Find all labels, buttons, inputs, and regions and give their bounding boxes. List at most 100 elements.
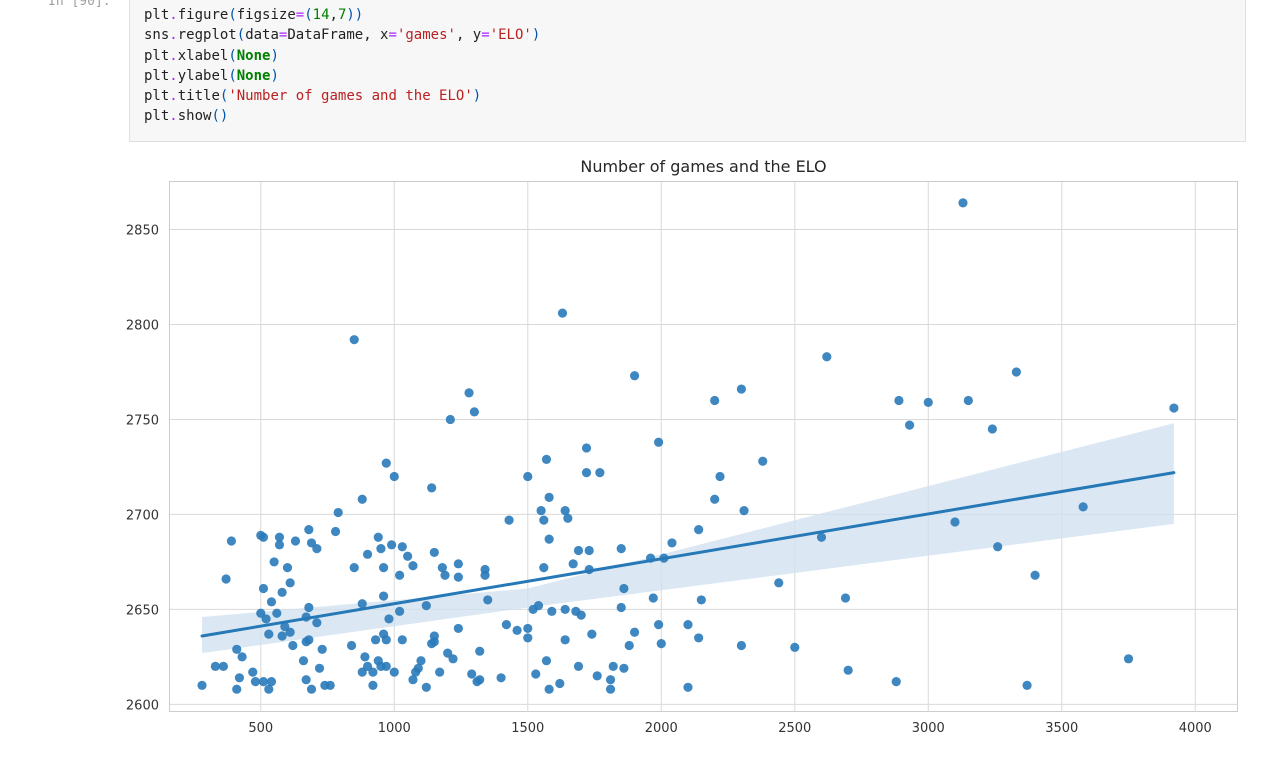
data-point (541, 656, 552, 666)
data-point (576, 610, 586, 620)
data-point (736, 384, 746, 394)
data-point (533, 601, 544, 611)
code-editor[interactable]: plt.figure(figsize=(14,7)) sns.regplot(d… (144, 5, 540, 127)
data-point (272, 608, 282, 618)
data-point (304, 635, 314, 645)
data-point (429, 547, 439, 558)
data-point (608, 661, 618, 672)
data-point (475, 646, 485, 656)
x-tick-label: 1000 (378, 721, 411, 736)
data-point (258, 677, 269, 687)
data-point (360, 652, 370, 662)
data-point (370, 635, 381, 645)
data-point (266, 597, 277, 607)
data-point (523, 623, 533, 634)
data-point (523, 633, 533, 643)
data-point (384, 614, 394, 624)
data-point (544, 492, 554, 502)
data-point (504, 515, 514, 525)
data-point (581, 443, 592, 453)
data-point (987, 424, 997, 434)
data-point (232, 684, 242, 694)
data-point (950, 517, 960, 527)
data-point (694, 633, 704, 643)
data-point (269, 557, 279, 567)
data-point (822, 352, 832, 362)
x-tick-label: 3500 (1045, 721, 1078, 736)
data-point (547, 606, 557, 616)
data-point (346, 640, 357, 651)
data-point (555, 678, 565, 689)
confidence-band (202, 423, 1174, 654)
data-point (587, 629, 597, 639)
y-tick-label: 2750 (126, 413, 159, 428)
data-point (560, 635, 570, 645)
data-point (453, 623, 463, 634)
data-point (539, 563, 549, 573)
data-point (624, 640, 634, 651)
data-point (710, 395, 720, 406)
data-point (264, 629, 274, 639)
data-point (1078, 502, 1088, 512)
data-point (389, 667, 399, 677)
data-point (605, 684, 616, 694)
regression-line (200, 471, 1176, 638)
data-point (790, 642, 800, 653)
data-point (573, 545, 584, 556)
data-point (258, 583, 269, 594)
data-point (312, 618, 322, 628)
data-point (298, 656, 309, 666)
data-point (683, 682, 693, 692)
data-point (258, 532, 269, 542)
data-point (739, 506, 749, 516)
data-point (629, 371, 640, 381)
data-point (381, 635, 391, 645)
code-line: plt.xlabel(None) (144, 47, 279, 64)
data-point (408, 675, 418, 685)
data-point (475, 675, 485, 685)
data-point (923, 397, 933, 407)
data-point (368, 680, 378, 691)
data-point (1169, 403, 1179, 413)
data-point (539, 515, 549, 525)
data-point (218, 661, 228, 672)
data-point (397, 542, 407, 552)
code-line: plt.figure(figsize=(14,7)) (144, 7, 364, 23)
data-point (648, 593, 658, 603)
data-point (1030, 570, 1040, 580)
code-cell[interactable]: plt.figure(figsize=(14,7)) sns.regplot(d… (129, 0, 1246, 142)
data-point (560, 506, 570, 516)
data-point (290, 536, 301, 546)
data-point (197, 680, 207, 691)
data-point (403, 551, 413, 561)
data-point (469, 407, 479, 417)
data-point (993, 542, 1003, 552)
data-point (282, 563, 293, 573)
data-point (314, 663, 325, 673)
data-point (381, 661, 391, 672)
data-point (266, 677, 277, 687)
data-points (197, 198, 1179, 694)
data-point (696, 595, 706, 605)
data-point (453, 559, 463, 569)
data-point (288, 640, 298, 651)
data-point (541, 454, 552, 464)
data-point (264, 684, 274, 694)
data-point (248, 667, 258, 677)
data-point (226, 536, 237, 546)
ci-band (202, 423, 1174, 654)
data-point (496, 673, 506, 683)
data-point (312, 544, 322, 554)
data-point (904, 420, 915, 430)
data-point (1022, 680, 1032, 691)
data-point (397, 635, 407, 645)
data-point (413, 663, 423, 673)
data-point (667, 538, 677, 548)
data-point (304, 602, 314, 613)
data-point (595, 468, 605, 478)
data-point (616, 602, 626, 613)
data-point (483, 595, 493, 605)
data-point (357, 494, 367, 504)
data-point (605, 675, 616, 685)
data-point (277, 587, 287, 597)
